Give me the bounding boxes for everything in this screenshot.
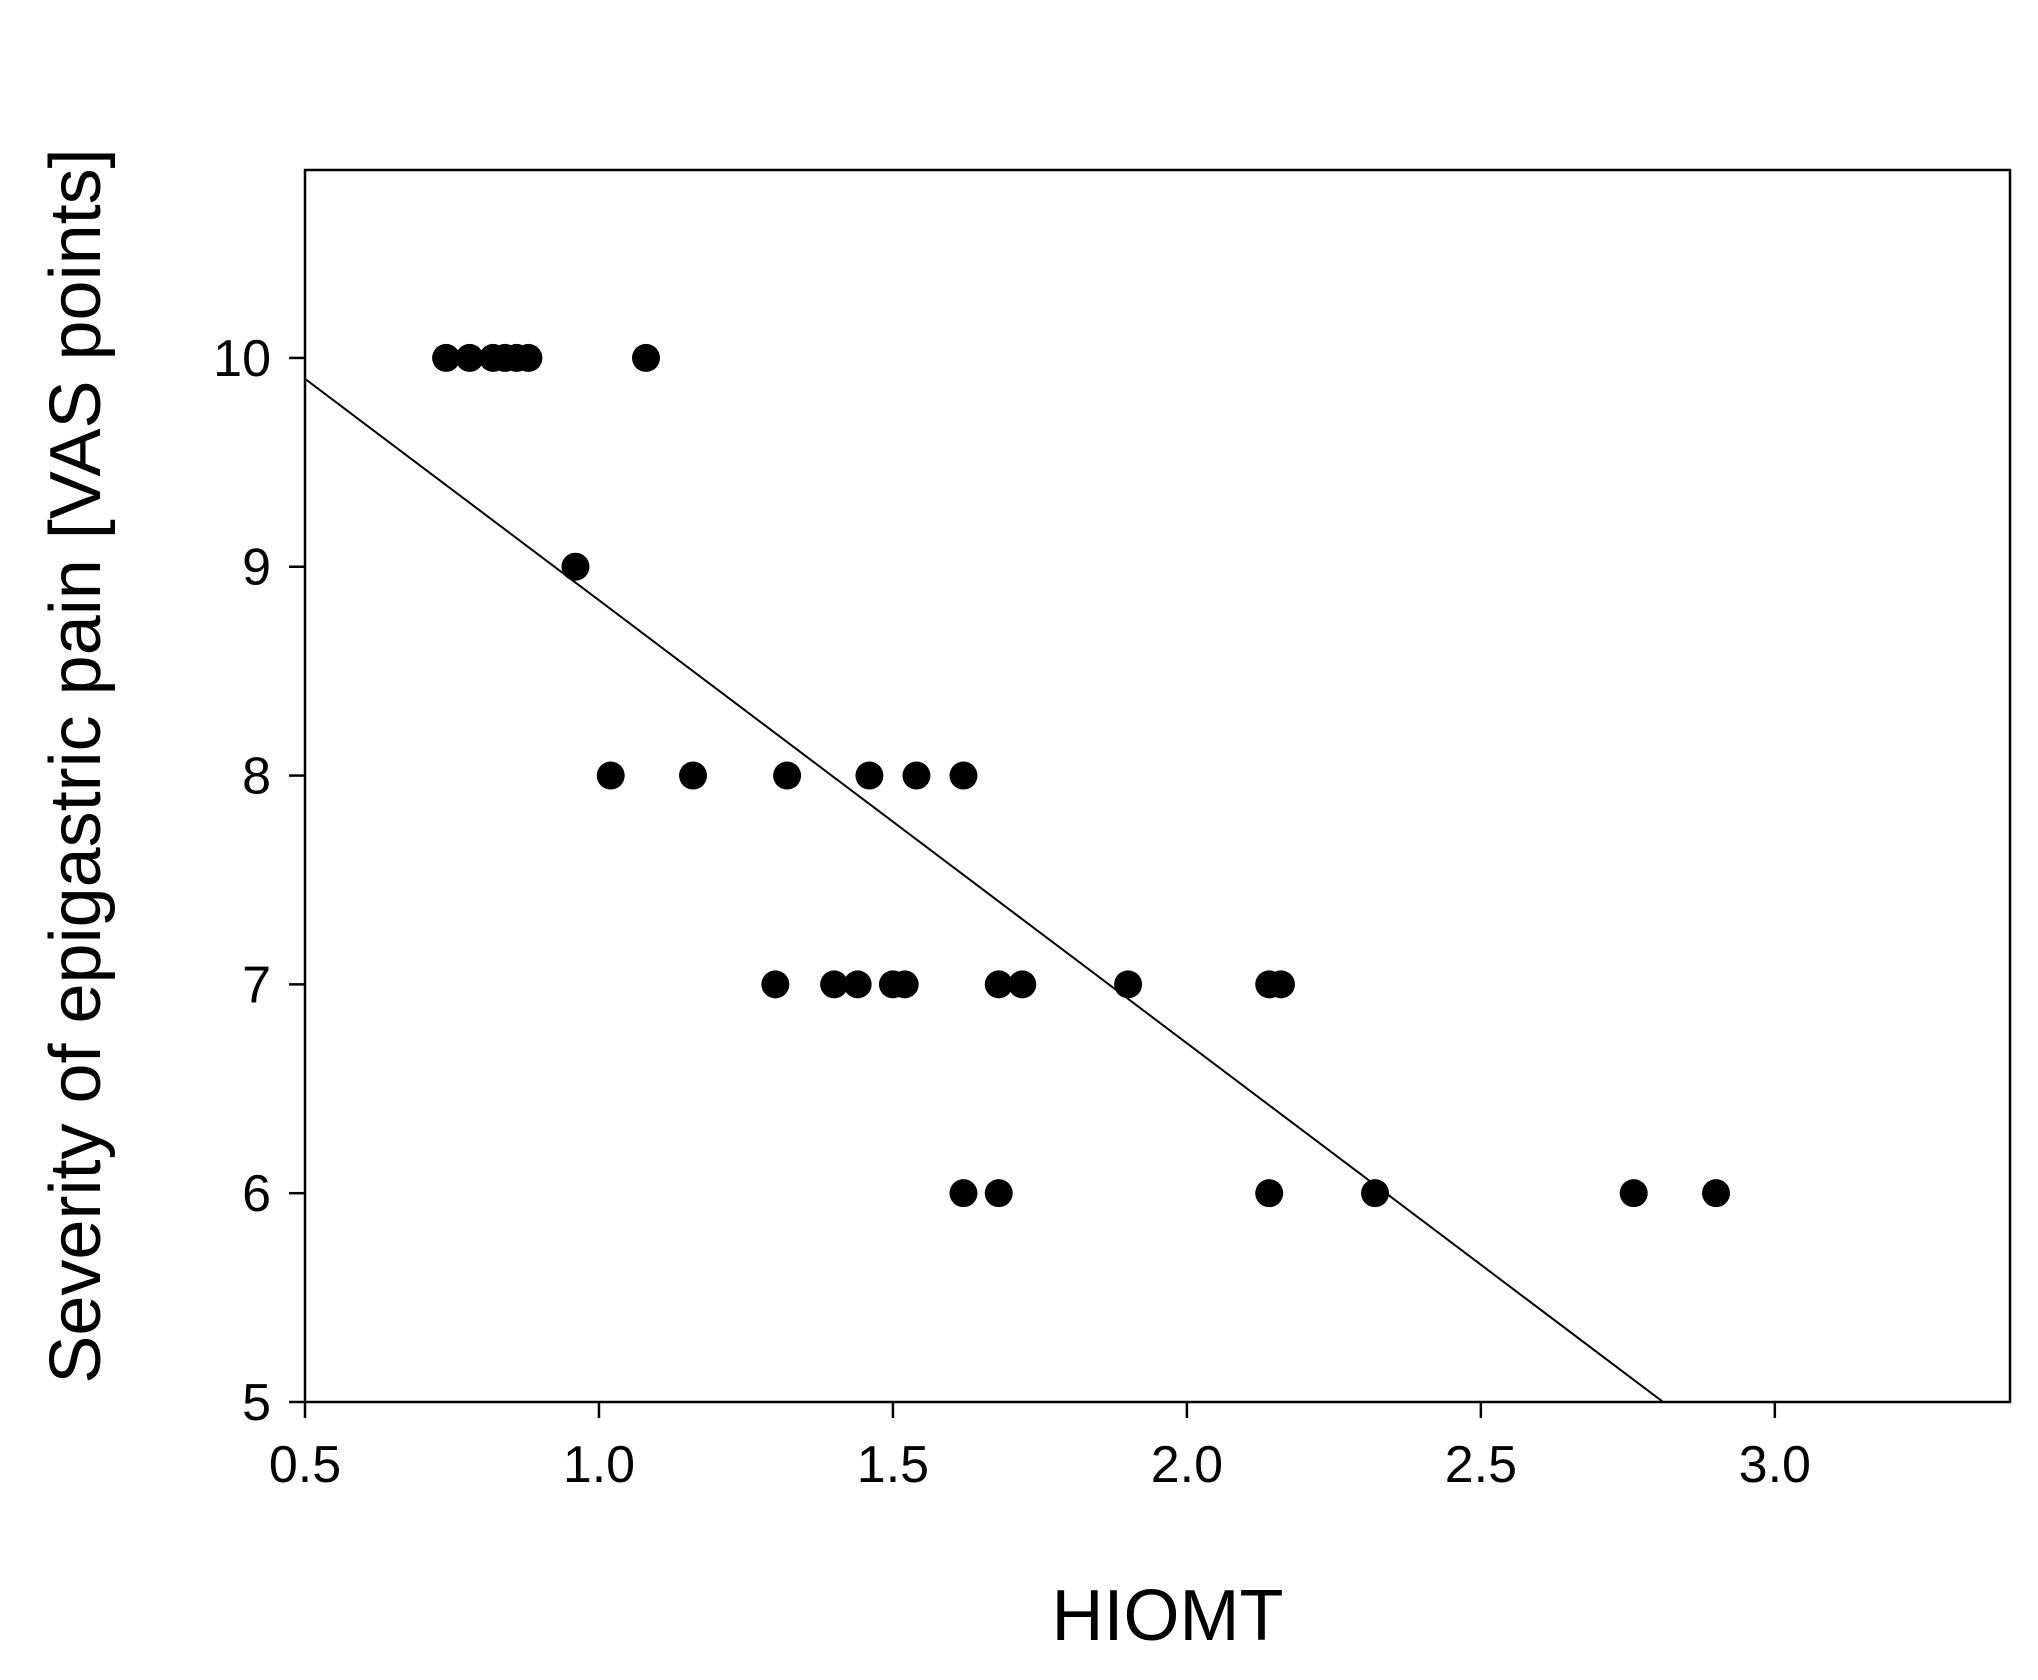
data-point: [984, 970, 1013, 999]
regression-line-group: [304, 378, 1664, 1403]
x-tick-label: 1.5: [857, 1436, 929, 1494]
data-point: [1255, 1179, 1284, 1208]
y-tick-label: 8: [242, 748, 271, 806]
data-point: [1114, 970, 1143, 999]
data-point: [949, 761, 978, 790]
y-axis-title: Severity of epigastric pain [VAS points]: [36, 148, 116, 1383]
y-tick-label: 10: [213, 330, 271, 388]
data-point: [855, 761, 884, 790]
x-tick-label: 3.0: [1739, 1436, 1811, 1494]
plot-border: [303, 168, 2012, 1404]
data-point: [820, 970, 849, 999]
data-point: [596, 761, 625, 790]
x-axis: 0.5 1.0 1.5 2.0 2.5 3.0: [269, 1402, 1811, 1494]
y-tick-label: 5: [242, 1374, 271, 1432]
data-point: [902, 761, 931, 790]
data-point: [679, 761, 708, 790]
data-point: [561, 552, 590, 581]
data-point: [949, 1179, 978, 1208]
data-point: [761, 970, 790, 999]
data-point: [432, 343, 461, 372]
data-point: [514, 343, 543, 372]
x-tick-label: 2.5: [1445, 1436, 1517, 1494]
y-tick-label: 7: [242, 956, 271, 1014]
data-point: [843, 970, 872, 999]
data-point: [890, 970, 919, 999]
y-axis: 5 6 7 8 9 10: [213, 330, 305, 1432]
data-point: [1008, 970, 1037, 999]
data-points: [432, 343, 1731, 1208]
data-point: [1361, 1179, 1390, 1208]
data-point: [984, 1179, 1013, 1208]
data-point: [1266, 970, 1295, 999]
data-point: [773, 761, 802, 790]
data-point: [1702, 1179, 1731, 1208]
plot-area: [303, 168, 2012, 1404]
y-tick-label: 9: [242, 539, 271, 597]
data-point: [1619, 1179, 1648, 1208]
y-tick-label: 6: [242, 1165, 271, 1223]
regression-line: [304, 378, 1664, 1403]
x-tick-label: 2.0: [1151, 1436, 1223, 1494]
data-point: [455, 343, 484, 372]
x-tick-label: 1.0: [563, 1436, 635, 1494]
x-axis-title: HIOMT: [1052, 1576, 1284, 1656]
data-point: [632, 343, 660, 372]
x-tick-label: 0.5: [269, 1436, 341, 1494]
